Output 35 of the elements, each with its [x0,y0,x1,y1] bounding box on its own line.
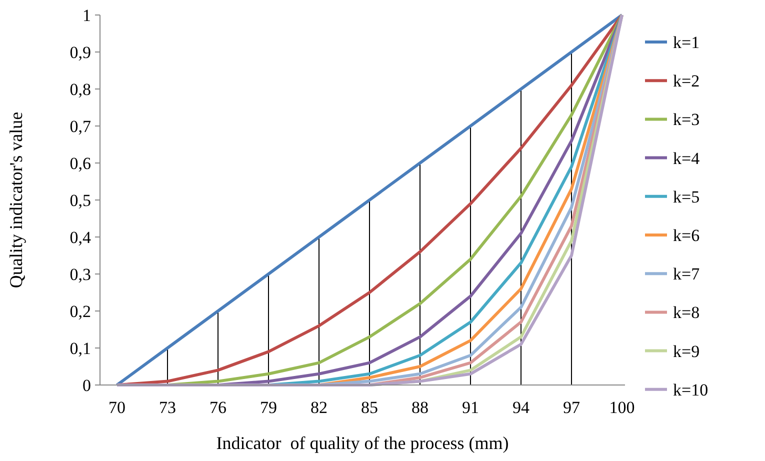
legend-label: k=10 [673,380,708,400]
y-tick-label: 0,4 [70,228,92,247]
x-tick-label: 97 [563,398,580,417]
x-tick-label: 91 [462,398,479,417]
y-tick-label: 0,3 [70,264,91,284]
legend-label: k=2 [673,72,700,91]
y-tick-label: 0 [82,376,91,395]
y-tick-label: 0,2 [70,302,91,321]
line-series [116,14,624,386]
x-tick-label: 100 [609,398,635,417]
legend-label: k=3 [673,110,700,130]
legend-label: k=1 [673,32,700,52]
y-tick-label: 0,5 [70,190,91,210]
x-tick-label: 85 [361,398,378,417]
x-tick-label: 76 [210,398,226,417]
legend-label: k=6 [673,226,700,245]
y-tick-label: 0,6 [70,154,91,173]
x-tick-label: 82 [310,398,328,417]
legend-label: k=4 [673,148,700,168]
y-tick-label: 0,1 [70,338,91,358]
y-tick-label: 1 [82,6,91,25]
x-tick-label: 70 [108,398,126,417]
x-axis-title: Indicator of quality of the process (mm) [216,433,509,453]
legend-label: k=5 [673,187,700,206]
y-axis-title: Quality indicator's value [6,112,26,288]
x-tick-label: 94 [512,398,530,417]
legend-label: k=8 [673,303,700,322]
y-tick-label: 0,8 [70,80,91,99]
x-tick-label: 88 [412,398,428,417]
y-tick-label: 0,9 [70,42,91,62]
x-tick-label: 73 [159,398,176,417]
legend-label: k=9 [673,342,700,361]
x-tick-label: 79 [260,398,277,417]
y-tick-label: 0,7 [70,116,92,136]
legend-label: k=7 [673,264,700,284]
